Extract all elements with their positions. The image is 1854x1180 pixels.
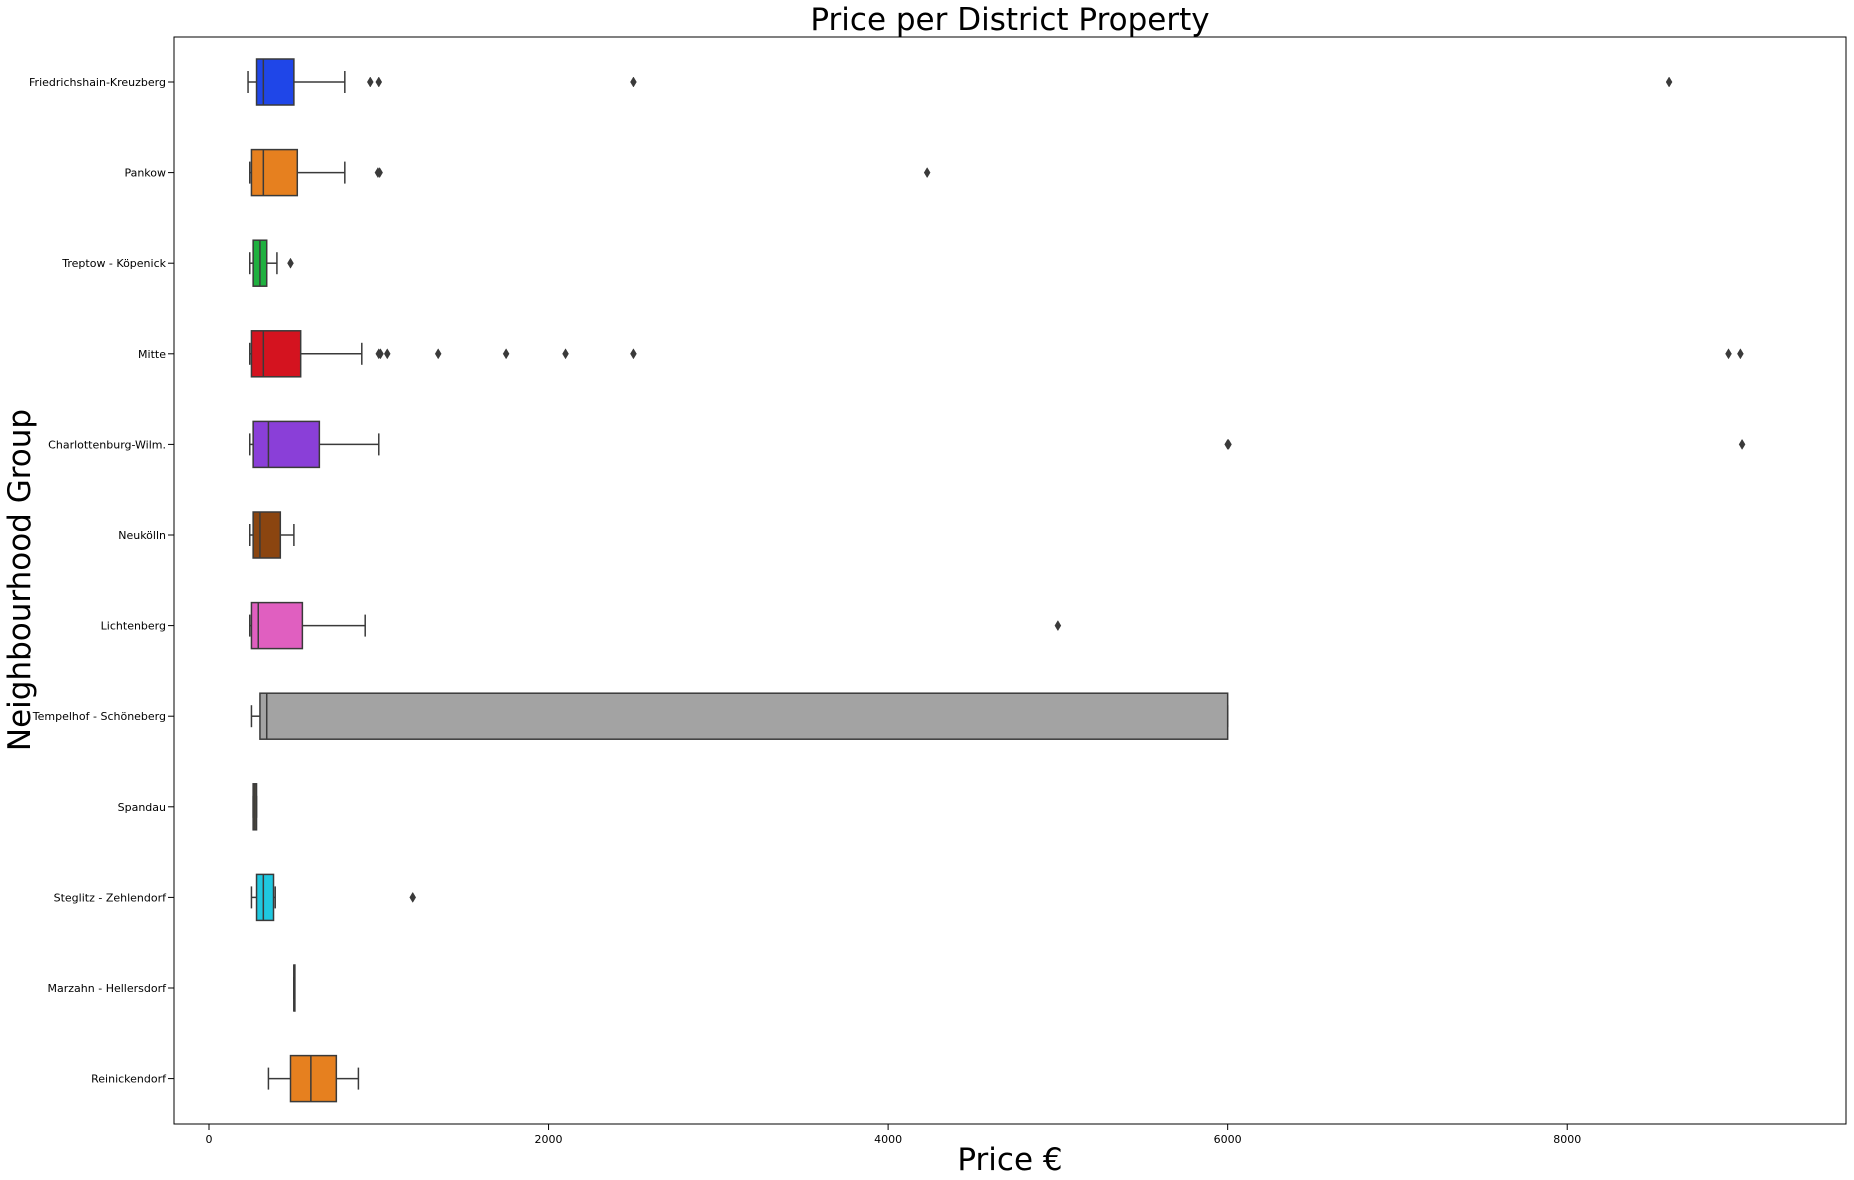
outlier-point [1737, 348, 1744, 360]
y-tick-label: Steglitz - Zehlendorf [54, 891, 168, 904]
x-axis-ticks: 0 2000 4000 6000 8000 [206, 1124, 1581, 1146]
box-iqr [250, 330, 302, 378]
outlier-point [409, 891, 417, 903]
box-iqr [252, 511, 282, 559]
x-tick-label: 4000 [874, 1133, 902, 1146]
box-group [248, 330, 1744, 378]
outlier-point [502, 348, 510, 360]
outlier-point [377, 348, 384, 360]
box-group [248, 148, 931, 197]
x-tick-label: 6000 [1214, 1133, 1242, 1146]
x-axis-label: Price € [957, 1142, 1062, 1178]
box-iqr [250, 148, 299, 197]
box-group [293, 964, 296, 1012]
box-iqr [255, 58, 295, 106]
box-group [267, 1054, 360, 1103]
outlier-point [562, 348, 569, 360]
box-group [247, 58, 1673, 106]
box-group [250, 692, 1229, 740]
y-axis-ticks: Friedrichshain-Kreuzberg Pankow Treptow - … [29, 76, 174, 1086]
y-tick-label: Friedrichshain-Kreuzberg [29, 76, 166, 89]
outlier-point [923, 167, 931, 179]
box-iqr [289, 1054, 338, 1103]
box-iqr [252, 420, 321, 469]
y-tick-label: Pankow [124, 167, 166, 180]
box-group [248, 420, 1746, 469]
x-tick-label: 2000 [535, 1133, 563, 1146]
outlier-point [1665, 76, 1673, 88]
x-tick-label: 8000 [1553, 1133, 1581, 1146]
outlier-point [383, 348, 391, 360]
outlier-point [1054, 620, 1062, 632]
box-group [248, 601, 1062, 650]
box-group [250, 873, 417, 922]
outlier-point [630, 76, 637, 88]
outlier-point [1225, 438, 1232, 450]
y-tick-label: Marzahn - Hellersdorf [48, 982, 168, 995]
outlier-point [375, 76, 383, 88]
outlier-point [287, 257, 294, 269]
y-tick-label: Neukölln [118, 529, 166, 542]
y-axis-label: Neighbourhood Group [2, 409, 38, 751]
y-tick-label: Mitte [138, 348, 166, 361]
outlier-point [376, 167, 383, 179]
outlier-point [366, 76, 374, 88]
box-group [248, 511, 295, 559]
y-tick-label: Spandau [118, 801, 166, 814]
y-tick-label: Tempelhof - Schöneberg [32, 710, 166, 723]
outlier-point [630, 348, 637, 360]
outlier-point [1725, 348, 1732, 360]
box-iqr [259, 692, 1229, 740]
box-group [252, 783, 258, 831]
plot-area [173, 36, 1847, 1125]
y-tick-label: Charlottenburg-Wilm. [48, 438, 166, 451]
box-iqr [250, 601, 304, 650]
y-tick-label: Lichtenberg [101, 620, 166, 633]
y-tick-label: Treptow - Köpenick [61, 257, 166, 270]
chart-title: Price per District Property [810, 2, 1209, 38]
y-tick-label: Reinickendorf [91, 1073, 167, 1086]
box-group [248, 239, 294, 287]
outlier-point [1738, 438, 1746, 450]
x-tick-label: 0 [206, 1133, 213, 1146]
boxes-layer [247, 58, 1746, 1103]
box-iqr [255, 873, 275, 922]
outlier-point [434, 348, 442, 360]
